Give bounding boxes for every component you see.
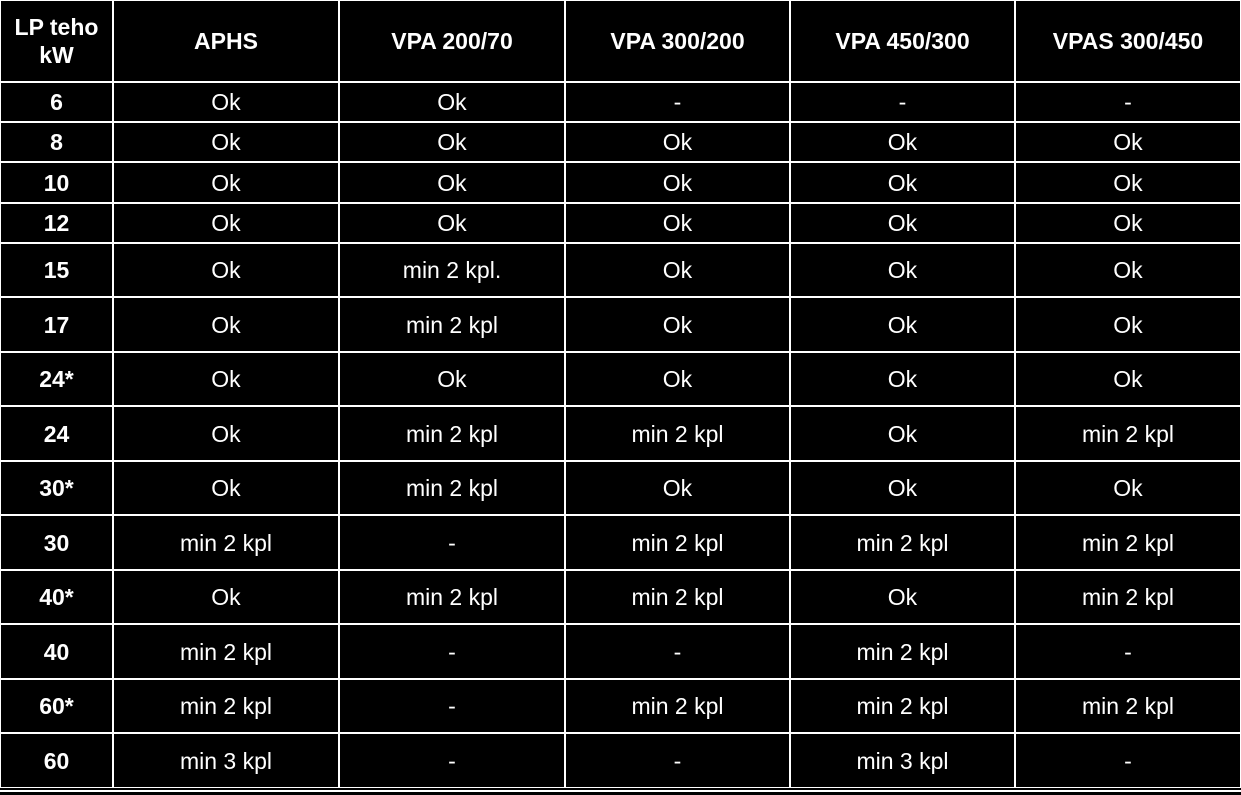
table-cell: Ok — [790, 243, 1015, 297]
header-cell: VPAS 300/450 — [1015, 0, 1241, 82]
row-label: 30* — [0, 461, 113, 515]
table-cell: Ok — [790, 461, 1015, 515]
table-cell: - — [565, 82, 790, 122]
table-cell: Ok — [339, 162, 565, 203]
table-cell: Ok — [113, 352, 339, 406]
table-cell: Ok — [339, 203, 565, 243]
table-cell: Ok — [790, 162, 1015, 203]
header-cell: VPA 200/70 — [339, 0, 565, 82]
bottom-rule — [0, 790, 1241, 792]
table-cell: Ok — [113, 461, 339, 515]
table-cell: - — [1015, 624, 1241, 679]
table-cell: Ok — [790, 570, 1015, 624]
table-cell: Ok — [565, 203, 790, 243]
table-cell: Ok — [113, 243, 339, 297]
table-cell: min 2 kpl — [790, 679, 1015, 733]
row-label: 10 — [0, 162, 113, 203]
row-label: 30 — [0, 515, 113, 570]
table-cell: min 2 kpl — [113, 515, 339, 570]
table-cell: Ok — [790, 122, 1015, 162]
table-cell: - — [565, 624, 790, 679]
table-cell: Ok — [1015, 122, 1241, 162]
table-cell: min 3 kpl — [790, 733, 1015, 788]
table-cell: min 2 kpl — [113, 679, 339, 733]
table-cell: - — [339, 733, 565, 788]
table-cell: Ok — [790, 203, 1015, 243]
table-cell: Ok — [1015, 162, 1241, 203]
table-cell: Ok — [565, 297, 790, 352]
table-cell: Ok — [339, 82, 565, 122]
table-cell: Ok — [113, 297, 339, 352]
table-cell: Ok — [565, 243, 790, 297]
table-cell: min 2 kpl — [1015, 406, 1241, 461]
table-cell: min 3 kpl — [113, 733, 339, 788]
table-cell: - — [565, 733, 790, 788]
table-cell: min 2 kpl — [565, 679, 790, 733]
table-cell: min 2 kpl — [1015, 515, 1241, 570]
row-label: 40* — [0, 570, 113, 624]
table-cell: Ok — [339, 352, 565, 406]
table-cell: Ok — [565, 162, 790, 203]
table-cell: Ok — [113, 406, 339, 461]
table-cell: min 2 kpl — [565, 406, 790, 461]
table-cell: Ok — [790, 352, 1015, 406]
row-label: 17 — [0, 297, 113, 352]
row-label: 60 — [0, 733, 113, 788]
table-cell: - — [790, 82, 1015, 122]
row-label: 24* — [0, 352, 113, 406]
table-cell: Ok — [790, 406, 1015, 461]
table-cell: Ok — [565, 352, 790, 406]
table-cell: Ok — [113, 570, 339, 624]
table-cell: min 2 kpl — [339, 461, 565, 515]
table-cell: Ok — [113, 162, 339, 203]
table-cell: Ok — [565, 461, 790, 515]
row-label: 24 — [0, 406, 113, 461]
table-cell: min 2 kpl — [1015, 679, 1241, 733]
table-cell: Ok — [1015, 297, 1241, 352]
table-cell: min 2 kpl — [565, 570, 790, 624]
table-cell: Ok — [1015, 352, 1241, 406]
header-cell: VPA 450/300 — [790, 0, 1015, 82]
table-cell: - — [339, 624, 565, 679]
table-cell: min 2 kpl — [565, 515, 790, 570]
table-cell: - — [1015, 733, 1241, 788]
row-label: 40 — [0, 624, 113, 679]
table-cell: Ok — [1015, 243, 1241, 297]
table-cell: Ok — [113, 122, 339, 162]
table-cell: - — [339, 679, 565, 733]
row-label: 15 — [0, 243, 113, 297]
table-cell: Ok — [565, 122, 790, 162]
table-cell: Ok — [113, 203, 339, 243]
row-label: 8 — [0, 122, 113, 162]
header-cell: LP teho kW — [0, 0, 113, 82]
table-cell: Ok — [790, 297, 1015, 352]
row-label: 12 — [0, 203, 113, 243]
table-cell: min 2 kpl — [790, 624, 1015, 679]
table-cell: Ok — [339, 122, 565, 162]
header-cell: APHS — [113, 0, 339, 82]
table-cell: min 2 kpl — [339, 406, 565, 461]
table-cell: min 2 kpl — [113, 624, 339, 679]
table-cell: min 2 kpl — [790, 515, 1015, 570]
table-cell: Ok — [113, 82, 339, 122]
row-label: 6 — [0, 82, 113, 122]
table-cell: Ok — [1015, 203, 1241, 243]
table-cell: min 2 kpl — [339, 570, 565, 624]
table-cell: min 2 kpl. — [339, 243, 565, 297]
table-cell: min 2 kpl — [1015, 570, 1241, 624]
table-cell: - — [339, 515, 565, 570]
row-label: 60* — [0, 679, 113, 733]
header-cell: VPA 300/200 — [565, 0, 790, 82]
table-cell: - — [1015, 82, 1241, 122]
table-cell: Ok — [1015, 461, 1241, 515]
table-cell: min 2 kpl — [339, 297, 565, 352]
